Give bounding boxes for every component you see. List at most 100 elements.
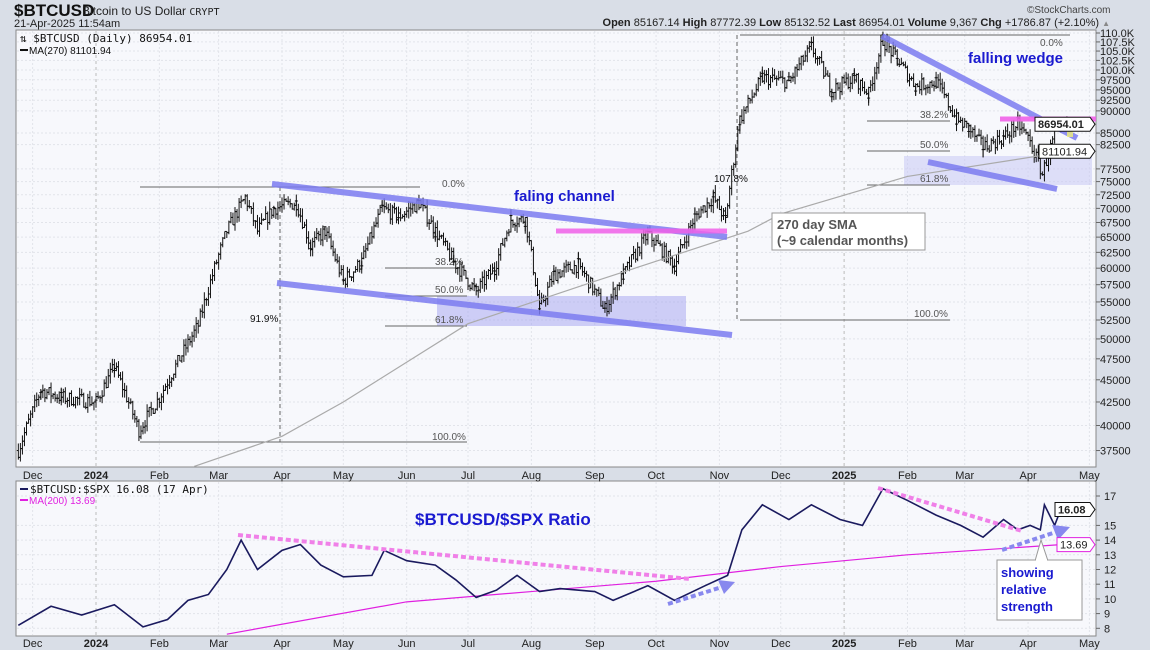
x-tick-label: Feb	[898, 638, 917, 650]
volume-value: 9,367	[949, 17, 978, 29]
last-price-tag-box	[1034, 116, 1096, 132]
exchange: CRYPT	[189, 7, 220, 18]
last-label: Last	[833, 17, 856, 29]
high-label: High	[682, 17, 708, 29]
price-legend-text: $BTCUSD (Daily) 86954.01	[33, 32, 192, 45]
high-value: 87772.39	[710, 17, 757, 29]
x-tick-label: May	[1079, 638, 1100, 650]
y-tick-label: 47500	[1100, 354, 1131, 366]
channel-upper-line[interactable]	[271, 181, 728, 240]
x-tick-label: Jul	[461, 470, 475, 482]
y-tick-label: 102.5K	[1100, 55, 1136, 67]
chg-label: Chg	[980, 17, 1002, 29]
ratio-up-arrow-2	[1001, 530, 1057, 552]
y-tick-label: 67500	[1100, 217, 1131, 229]
y-tick-label: 62500	[1100, 247, 1131, 259]
y-tick-label: 105.0K	[1100, 46, 1136, 58]
price-panel	[15, 29, 1097, 468]
x-tick-label: Feb	[150, 470, 169, 482]
x-tick-label: Nov	[710, 638, 730, 650]
x-tick-label: Sep	[585, 470, 605, 482]
fib2-label-100: 100.0%	[914, 309, 948, 320]
x-tick-label: Dec	[771, 638, 791, 650]
x-tick-label: Mar	[209, 638, 228, 650]
sma-note-line2: (~9 calendar months)	[777, 233, 908, 248]
fib1-label-618: 61.8%	[435, 315, 463, 326]
last-price-tag: 86954.01	[1038, 119, 1084, 131]
y-tick-label: 60000	[1100, 263, 1131, 275]
x-tick-label: Jun	[398, 470, 416, 482]
y-tick-label: 10	[1104, 594, 1116, 606]
y-tick-label: 100.0K	[1100, 65, 1136, 77]
wedge-label: falling wedge	[968, 50, 1063, 67]
ratio-up-arrow-1	[667, 585, 723, 606]
fib1-move-label: 91.9%	[250, 314, 278, 325]
collapse-icon[interactable]: ▲	[1102, 19, 1110, 28]
ratio-down-trendline-2	[877, 486, 1023, 533]
y-tick-label: 75000	[1100, 177, 1131, 189]
ratio-down-trendline-1	[237, 533, 691, 581]
x-tick-label: Apr	[273, 638, 290, 650]
ma270-tag-box	[1038, 143, 1096, 159]
y-tick-label: 107.5K	[1100, 37, 1136, 49]
y-tick-label: 42500	[1100, 397, 1131, 409]
chart-datetime: 21-Apr-2025 11:54am	[14, 18, 121, 30]
x-tick-label: Oct	[647, 638, 664, 650]
y-tick-label: 95000	[1100, 85, 1131, 97]
x-tick-label: Dec	[771, 470, 791, 482]
y-tick-label: 37500	[1100, 446, 1131, 458]
ratio-last-tag-box	[1054, 502, 1096, 518]
y-tick-label: 14	[1104, 535, 1116, 547]
y-tick-label: 85000	[1100, 128, 1131, 140]
x-tick-label: May	[333, 638, 354, 650]
ma270-legend: MA(270) 81101.94	[29, 46, 112, 57]
x-tick-label: Aug	[522, 638, 542, 650]
y-tick-label: 72500	[1100, 190, 1131, 202]
sma-note-box	[771, 212, 926, 251]
fib1-label-100: 100.0%	[432, 432, 466, 443]
fib-zone-1	[437, 296, 686, 326]
x-tick-label: May	[333, 470, 354, 482]
y-tick-label: 65000	[1100, 232, 1131, 244]
y-tick-label: 57500	[1100, 280, 1131, 292]
open-value: 85167.14	[633, 17, 680, 29]
ma200-legend: MA(200) 13.69	[29, 496, 96, 507]
y-tick-label: 11	[1104, 579, 1115, 591]
fib2-label-618: 61.8%	[920, 174, 948, 185]
y-tick-label: 82500	[1100, 140, 1131, 152]
x-tick-label: 2025	[832, 470, 856, 482]
symbol-name: Bitcoin to US Dollar CRYPT	[82, 4, 220, 18]
y-tick-label: 17	[1104, 491, 1116, 503]
ratio-legend: $BTCUSD:$SPX 16.08 (17 Apr)	[30, 483, 209, 496]
callout-line1: showing	[1001, 565, 1054, 580]
ma200-tag-box	[1056, 537, 1096, 553]
sma-note-line1: 270 day SMA	[777, 217, 858, 232]
x-tick-label: Aug	[522, 470, 542, 482]
arrowhead-icon	[1052, 525, 1070, 540]
y-tick-label: 40000	[1100, 421, 1131, 433]
y-tick-label: 70000	[1100, 203, 1131, 215]
low-value: 85132.52	[784, 17, 831, 29]
fib2-label-0: 0.0%	[1040, 38, 1063, 49]
callout-box	[996, 559, 1083, 621]
arrowhead-icon	[718, 580, 735, 594]
channel-lower-line[interactable]	[276, 280, 733, 338]
x-tick-label: Nov	[710, 470, 730, 482]
y-tick-label: 110.0K	[1100, 28, 1135, 40]
x-tick-label: 2024	[84, 638, 109, 650]
ratio-last-tag: 16.08	[1058, 505, 1086, 517]
ma200-line	[226, 544, 1061, 635]
price-bars	[16, 31, 1070, 462]
fib2-label-50: 50.0%	[920, 140, 948, 151]
updown-icon: ⇅	[20, 32, 33, 45]
y-tick-label: 15	[1104, 520, 1116, 532]
y-tick-label: 13	[1104, 550, 1116, 562]
x-tick-label: Feb	[898, 470, 917, 482]
x-tick-label: Dec	[23, 638, 43, 650]
x-tick-label: Jun	[398, 638, 416, 650]
x-tick-label: Apr	[273, 470, 290, 482]
x-tick-label: Mar	[955, 470, 974, 482]
symbol-title: $BTCUSD	[14, 1, 95, 20]
wedge-lower-line[interactable]	[927, 159, 1058, 192]
callout-line3: strength	[1001, 599, 1053, 614]
